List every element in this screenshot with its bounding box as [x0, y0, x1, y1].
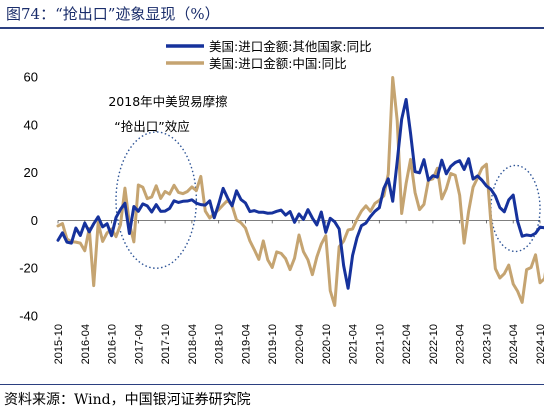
- legend-label: 美国:进口金额:中国:同比: [209, 56, 347, 71]
- title-rule: [0, 27, 544, 29]
- x-tick-label: 2022-04: [401, 324, 413, 364]
- x-tick-label: 2020-04: [294, 324, 306, 364]
- series-line-1: [56, 97, 544, 290]
- x-tick-label: 2019-04: [240, 324, 252, 364]
- x-tick-label: 2021-04: [348, 324, 360, 364]
- x-tick-label: 2023-10: [481, 324, 493, 364]
- y-tick-label: 0: [31, 213, 38, 228]
- x-tick-label: 2020-10: [321, 324, 333, 364]
- y-tick-label: 60: [24, 70, 38, 85]
- x-tick-label: 2023-04: [455, 324, 467, 364]
- y-tick-label: -20: [19, 261, 38, 276]
- annotation-text: 2018年中美贸易摩擦: [108, 94, 227, 109]
- x-tick-label: 2016-04: [80, 324, 92, 364]
- source-note: 资料来源：Wind，中国银河证券研究院: [4, 392, 251, 408]
- x-tick-label: 2016-10: [107, 324, 119, 364]
- x-tick-label: 2022-10: [428, 324, 440, 364]
- x-tick-label: 2019-10: [267, 324, 279, 364]
- bottom-rule: [0, 384, 544, 385]
- highlight-ellipses: [115, 131, 541, 269]
- x-tick-label: 2018-04: [187, 324, 199, 364]
- x-tick-label: 2021-10: [374, 324, 386, 364]
- series-lines: [56, 75, 544, 307]
- highlight-ellipse: [490, 164, 541, 253]
- annotation-text: “抢出口”效应: [114, 119, 189, 134]
- x-tick-label: 2018-10: [214, 324, 226, 364]
- highlight-ellipse: [115, 131, 198, 269]
- x-tick-label: 2024-10: [535, 324, 544, 364]
- x-tick-label: 2017-04: [133, 324, 145, 364]
- y-tick-label: -40: [19, 309, 38, 324]
- x-tick-label: 2017-10: [160, 324, 172, 364]
- y-tick-label: 40: [24, 117, 38, 132]
- axes: -40 -20 0 20 40 60 2015-10 2016-04 2016-10 2017-0…: [19, 70, 544, 365]
- line-chart: -40 -20 0 20 40 60 2015-10 2016-04 2016-10 2017-0…: [19, 39, 544, 365]
- legend-label: 美国:进口金额:其他国家:同比: [209, 39, 372, 54]
- series-line-2: [56, 75, 544, 307]
- y-tick-label: 20: [24, 165, 38, 180]
- figure-title: 图74：“抢出口”迹象显现（%）: [6, 5, 220, 23]
- annotations: 2018年中美贸易摩擦 “抢出口”效应: [108, 94, 227, 134]
- x-tick-label: 2024-04: [508, 324, 520, 364]
- x-tick-label: 2015-10: [53, 324, 65, 364]
